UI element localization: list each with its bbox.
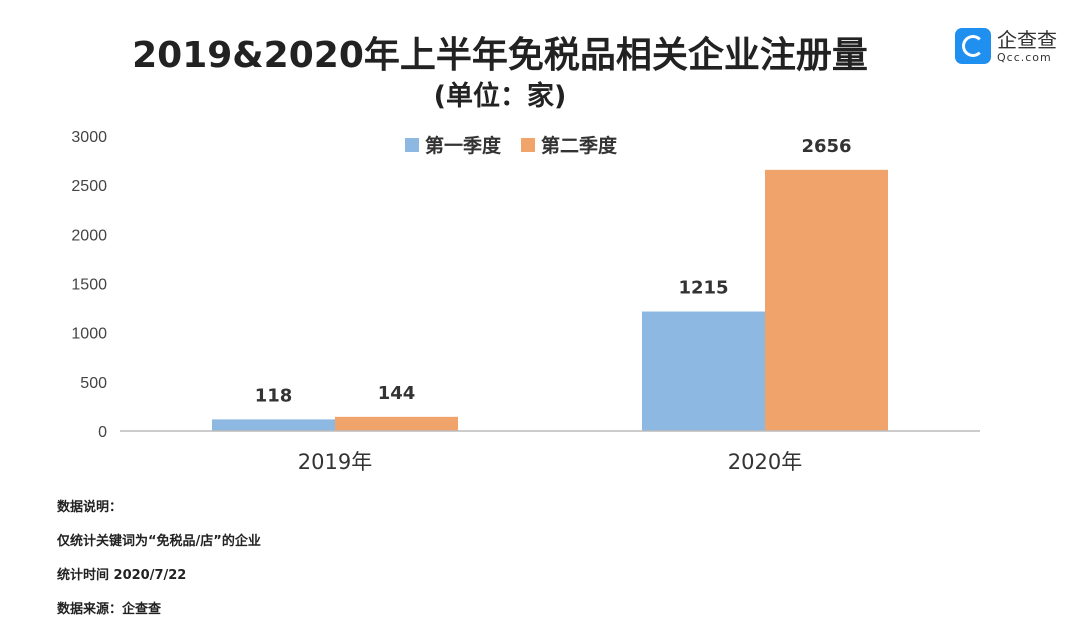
legend-swatch <box>521 138 535 152</box>
logo-en: Qcc.com <box>997 50 1052 64</box>
bar <box>212 419 335 431</box>
note-scope: 仅统计关键词为“免税品/店”的企业 <box>57 534 261 549</box>
y-tick-label: 1500 <box>71 277 107 294</box>
note-date: 统计时间 2020/7/22 <box>57 568 187 583</box>
x-tick-label: 2020年 <box>728 450 802 474</box>
note-heading: 数据说明： <box>57 500 123 515</box>
chart-title: 2019&2020年上半年免税品相关企业注册量 <box>132 35 868 76</box>
y-tick-label: 3000 <box>71 129 107 146</box>
y-tick-label: 0 <box>98 424 107 441</box>
y-tick-label: 1000 <box>71 326 107 343</box>
y-tick-label: 500 <box>80 375 107 392</box>
data-label: 2656 <box>801 136 851 157</box>
data-label: 144 <box>378 383 416 404</box>
logo: 企查查 Qcc.com <box>955 28 1057 64</box>
y-tick-label: 2000 <box>71 227 107 244</box>
qcc-logo-icon <box>955 28 991 64</box>
legend-swatch <box>405 138 419 152</box>
data-label: 118 <box>255 385 293 406</box>
data-label: 1215 <box>678 278 728 299</box>
bar <box>765 169 888 431</box>
chart-subtitle: (单位：家) <box>433 81 567 112</box>
legend-label: 第一季度 <box>425 134 502 157</box>
bar <box>335 416 458 431</box>
y-tick-label: 2500 <box>71 178 107 195</box>
bar <box>642 311 765 431</box>
x-tick-label: 2019年 <box>298 450 372 474</box>
note-source: 数据来源：企查查 <box>57 602 162 617</box>
legend-label: 第二季度 <box>541 134 618 157</box>
logo-cn: 企查查 <box>997 27 1057 52</box>
